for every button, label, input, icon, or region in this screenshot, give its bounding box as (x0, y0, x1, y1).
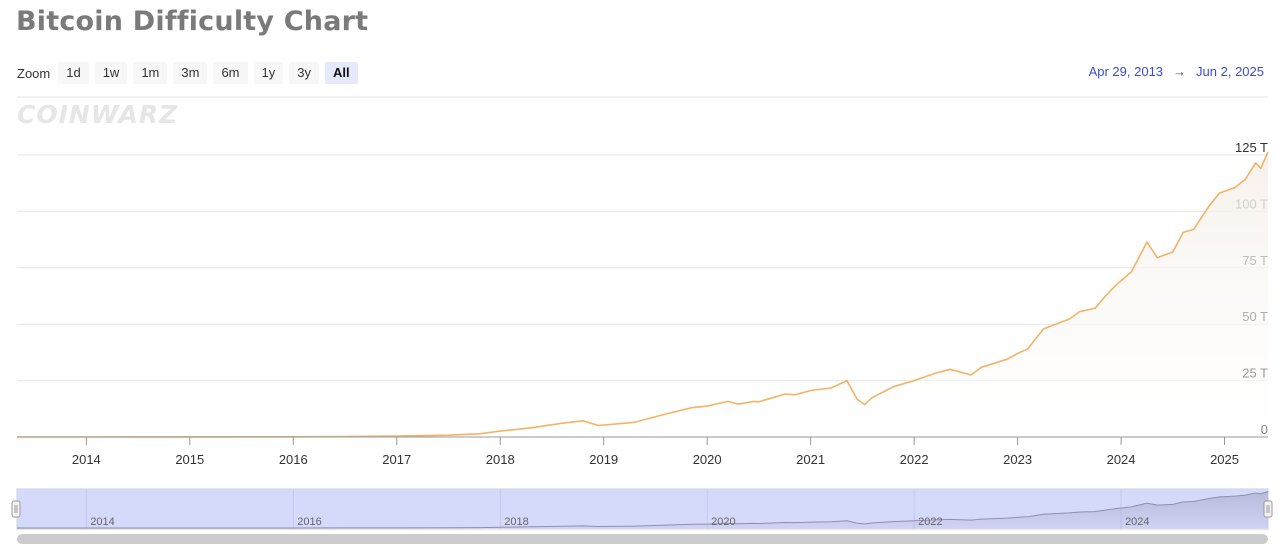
zoom-button-3m[interactable]: 3m (173, 62, 208, 84)
range-start-date[interactable]: Apr 29, 2013 (1088, 64, 1164, 79)
x-tick-label: 2020 (693, 452, 722, 467)
x-tick-label: 2017 (382, 452, 411, 467)
range-end-date[interactable]: Jun 2, 2025 (1196, 64, 1264, 79)
zoom-label: Zoom (17, 65, 51, 81)
coinwarz-logo: COINWARZ (17, 100, 179, 129)
zoom-bar: Zoom 1d 1w 1m 3m 6m 1y 3y All (17, 62, 364, 84)
zoom-button-1y[interactable]: 1y (253, 62, 284, 84)
arrow-right-icon: → (1173, 64, 1187, 79)
difficulty-line (17, 151, 1269, 438)
difficulty-area (17, 151, 1268, 438)
x-tick-label: 2016 (279, 452, 308, 467)
x-tick-label: 2025 (1210, 452, 1239, 467)
zoom-button-1w[interactable]: 1w (94, 62, 128, 84)
x-tick-label: 2024 (1107, 452, 1136, 467)
zoom-button-1d[interactable]: 1d (58, 62, 89, 84)
navigator[interactable]: 2014 2016 2018 2020 2022 2024 (11, 488, 1273, 530)
y-tick-label: 125 T (1235, 140, 1268, 155)
navigator-tick-label: 2016 (297, 516, 321, 528)
navigator-handle-right[interactable] (1263, 500, 1273, 518)
horizontal-scrollbar[interactable] (17, 534, 1268, 544)
x-tick-label: 2022 (900, 452, 929, 467)
navigator-labels: 2014 2016 2018 2020 2022 2024 (90, 516, 1149, 528)
navigator-tick-label: 2018 (504, 516, 528, 528)
x-tick-label: 2014 (72, 452, 101, 467)
navigator-tick-label: 2014 (90, 516, 114, 528)
x-tick-label: 2015 (175, 452, 204, 467)
navigator-tick-label: 2024 (1125, 516, 1149, 528)
navigator-tick-label: 2020 (711, 516, 735, 528)
x-axis-ticks: 2014 2015 2016 2017 2018 2019 2020 2021 2022 2023… (72, 437, 1239, 467)
zoom-button-all[interactable]: All (324, 62, 358, 84)
navigator-handle-left[interactable] (11, 500, 21, 518)
navigator-area (17, 491, 1268, 528)
zoom-button-6m[interactable]: 6m (213, 62, 248, 84)
navigator-line (17, 491, 1269, 529)
x-tick-label: 2021 (796, 452, 825, 467)
date-range-display: Apr 29, 2013 → Jun 2, 2025 (1089, 64, 1264, 79)
navigator-tick-label: 2022 (918, 516, 942, 528)
x-tick-label: 2018 (486, 452, 515, 467)
x-tick-label: 2019 (589, 452, 618, 467)
page-title: Bitcoin Difficulty Chart (16, 6, 369, 37)
zoom-button-3y[interactable]: 3y (289, 62, 319, 84)
zoom-button-1m[interactable]: 1m (133, 62, 168, 84)
x-tick-label: 2023 (1003, 452, 1032, 467)
